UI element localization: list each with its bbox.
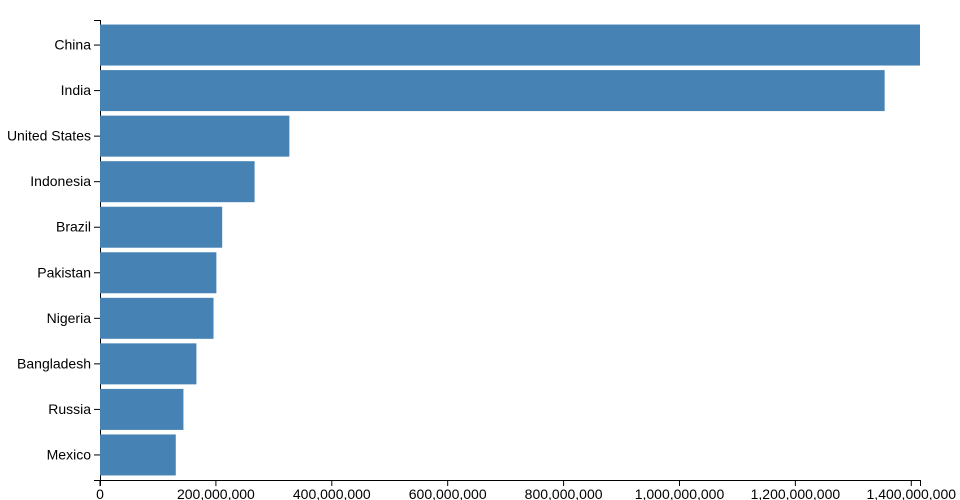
svg-text:United States: United States [7, 128, 91, 144]
svg-text:600,000,000: 600,000,000 [409, 486, 487, 500]
svg-text:Brazil: Brazil [56, 219, 91, 235]
svg-text:Mexico: Mexico [47, 446, 92, 462]
svg-text:Bangladesh: Bangladesh [17, 355, 91, 371]
svg-text:800,000,000: 800,000,000 [525, 486, 603, 500]
svg-text:China: China [54, 37, 91, 53]
svg-text:0: 0 [96, 486, 104, 500]
svg-text:400,000,000: 400,000,000 [293, 486, 371, 500]
svg-text:Nigeria: Nigeria [47, 310, 92, 326]
svg-text:Pakistan: Pakistan [37, 264, 91, 280]
svg-text:1,200,000,000: 1,200,000,000 [751, 486, 841, 500]
svg-text:1,400,000,000: 1,400,000,000 [867, 486, 957, 500]
svg-text:Indonesia: Indonesia [30, 173, 91, 189]
svg-text:200,000,000: 200,000,000 [177, 486, 255, 500]
svg-text:1,000,000,000: 1,000,000,000 [635, 486, 725, 500]
svg-text:Russia: Russia [48, 401, 91, 417]
svg-text:India: India [61, 82, 92, 98]
